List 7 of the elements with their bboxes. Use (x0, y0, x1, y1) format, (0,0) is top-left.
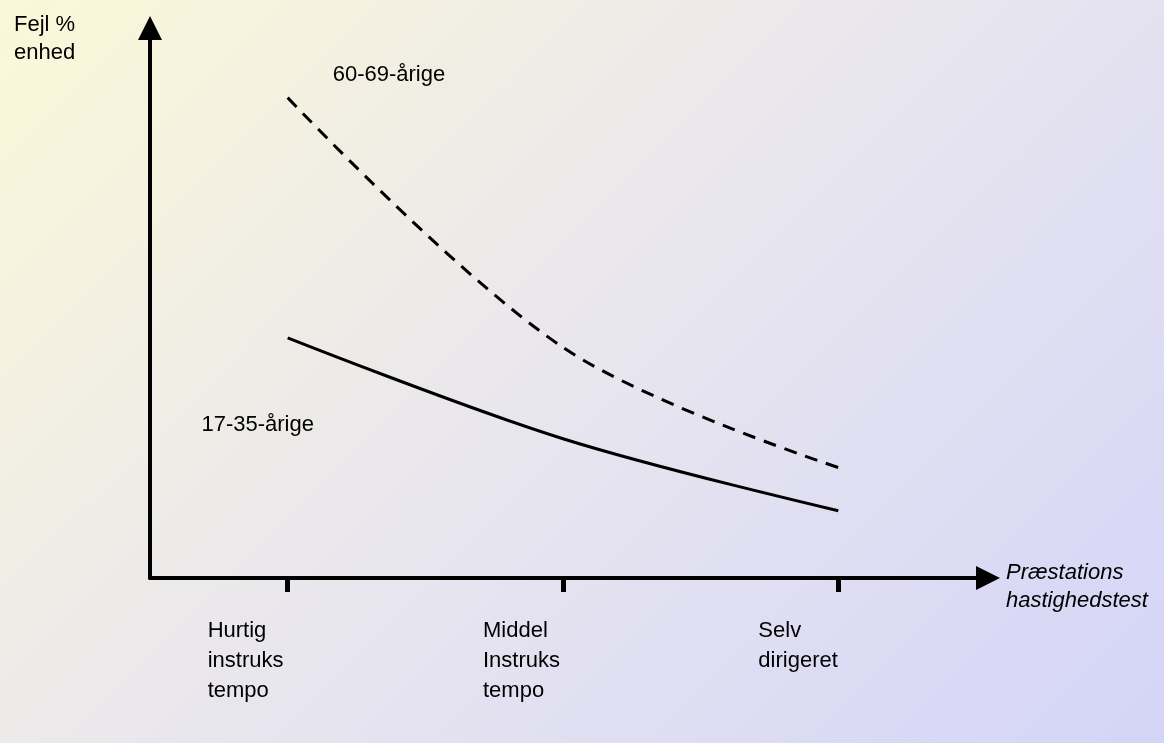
text: 17-35-årige (201, 411, 314, 437)
y-axis-title: Fejl % enhed (14, 10, 77, 66)
series-label: 60-69-årige (332, 61, 446, 87)
x-tick-label: Middel Instruks tempo (483, 616, 567, 702)
x-tick-label: Selv dirigeret (758, 616, 838, 672)
x-tick-label: Hurtig instruks tempo (207, 616, 290, 702)
x-axis-title: Præstations hastighedstest (1006, 558, 1150, 614)
